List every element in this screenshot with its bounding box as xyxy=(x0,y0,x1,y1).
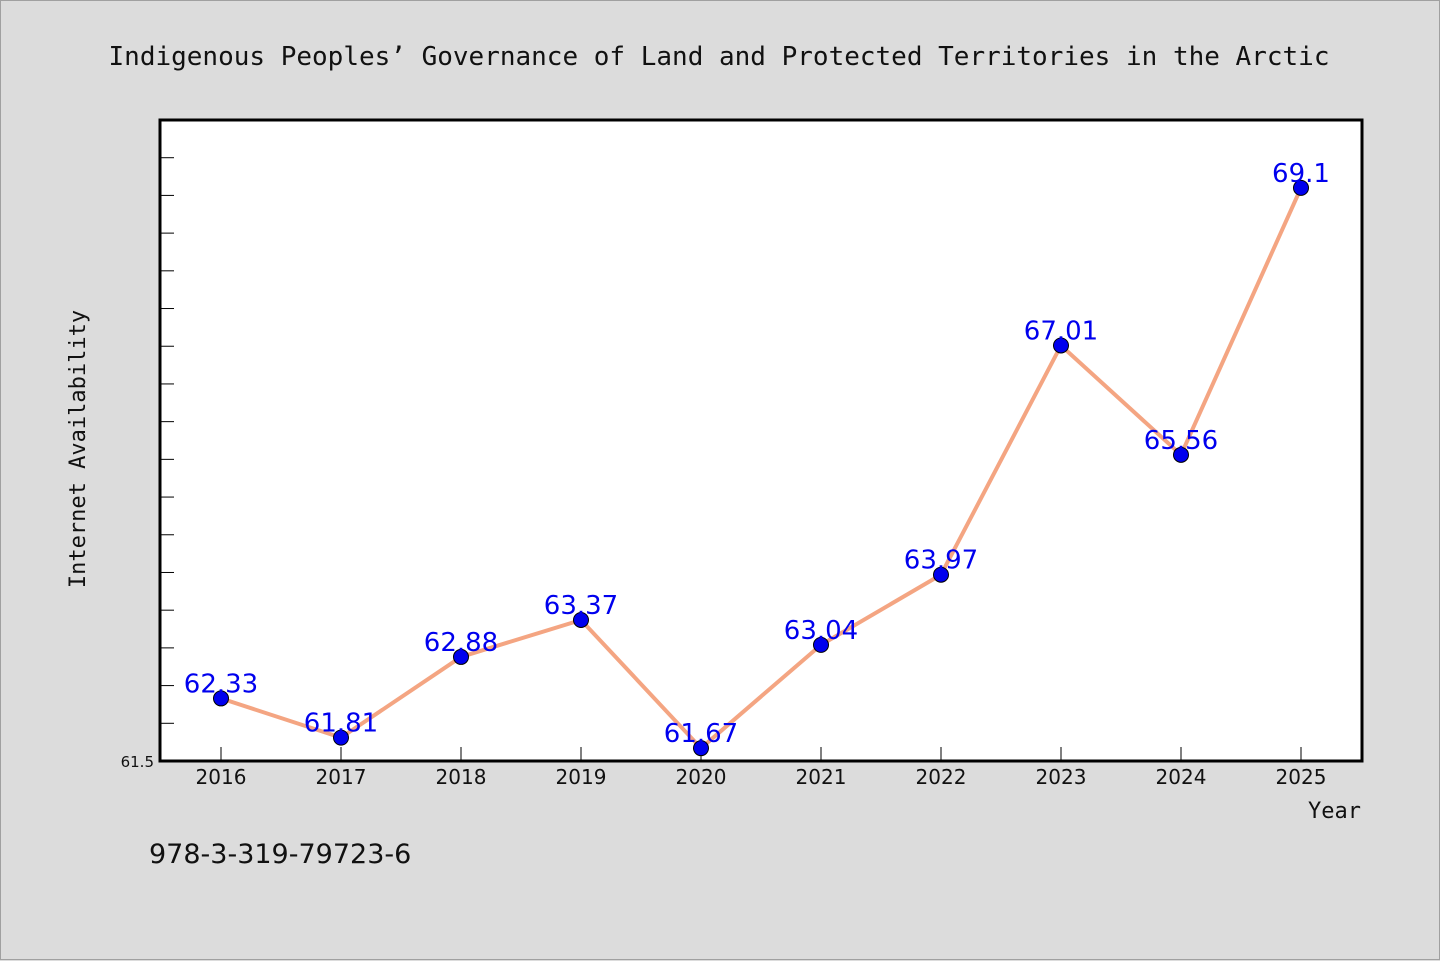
x-tick-label: 2021 xyxy=(796,765,847,789)
x-tick-label: 2019 xyxy=(556,765,607,789)
data-point xyxy=(453,648,469,665)
data-label: 67.01 xyxy=(1024,316,1098,346)
data-label: 63.04 xyxy=(784,616,858,646)
x-tick-label: 2020 xyxy=(676,765,727,789)
data-label: 69.1 xyxy=(1272,159,1330,189)
x-tick-label: 2016 xyxy=(196,765,247,789)
data-label: 62.88 xyxy=(424,628,498,658)
y-axis-label: Internet Availability xyxy=(66,310,91,588)
x-axis-tick-labels: 2016 2017 2018 2019 2020 2021 2022 2023 2024 2025 xyxy=(196,765,1327,789)
chart-title: Indigenous Peoples’ Governance of Land a… xyxy=(109,42,1330,72)
data-point xyxy=(1173,446,1189,463)
data-point xyxy=(813,636,829,653)
data-label: 63.37 xyxy=(544,591,618,621)
data-label: 62.33 xyxy=(184,669,258,699)
series-layer: 62.33 61.81 62.88 63.37 61.67 63.04 63.97 67.01… xyxy=(184,159,1330,757)
data-point xyxy=(693,740,709,757)
x-tick-label: 2024 xyxy=(1156,765,1207,789)
x-tick-label: 2022 xyxy=(916,765,967,789)
data-point xyxy=(333,729,349,746)
x-tick-label: 2018 xyxy=(436,765,487,789)
data-point xyxy=(1053,337,1069,354)
x-axis-ticks xyxy=(220,747,1302,761)
data-label: 65.56 xyxy=(1144,426,1218,456)
data-point xyxy=(573,611,589,628)
x-tick-label: 2023 xyxy=(1036,765,1087,789)
data-point xyxy=(1293,179,1309,196)
y-axis-ticks xyxy=(160,119,174,762)
x-tick-label: 2025 xyxy=(1276,765,1327,789)
data-point xyxy=(213,690,229,707)
isbn-text: 978-3-319-79723-6 xyxy=(149,839,411,870)
x-tick-label: 2017 xyxy=(316,765,367,789)
data-label: 63.97 xyxy=(904,546,978,576)
data-point xyxy=(933,566,949,583)
plot-area xyxy=(158,118,1364,763)
series-line xyxy=(220,187,1303,751)
data-label: 61.67 xyxy=(664,719,738,749)
data-label: 61.81 xyxy=(304,709,378,739)
y-tick-label: 61.5 xyxy=(121,753,154,771)
x-axis-label: Year xyxy=(1308,799,1361,824)
